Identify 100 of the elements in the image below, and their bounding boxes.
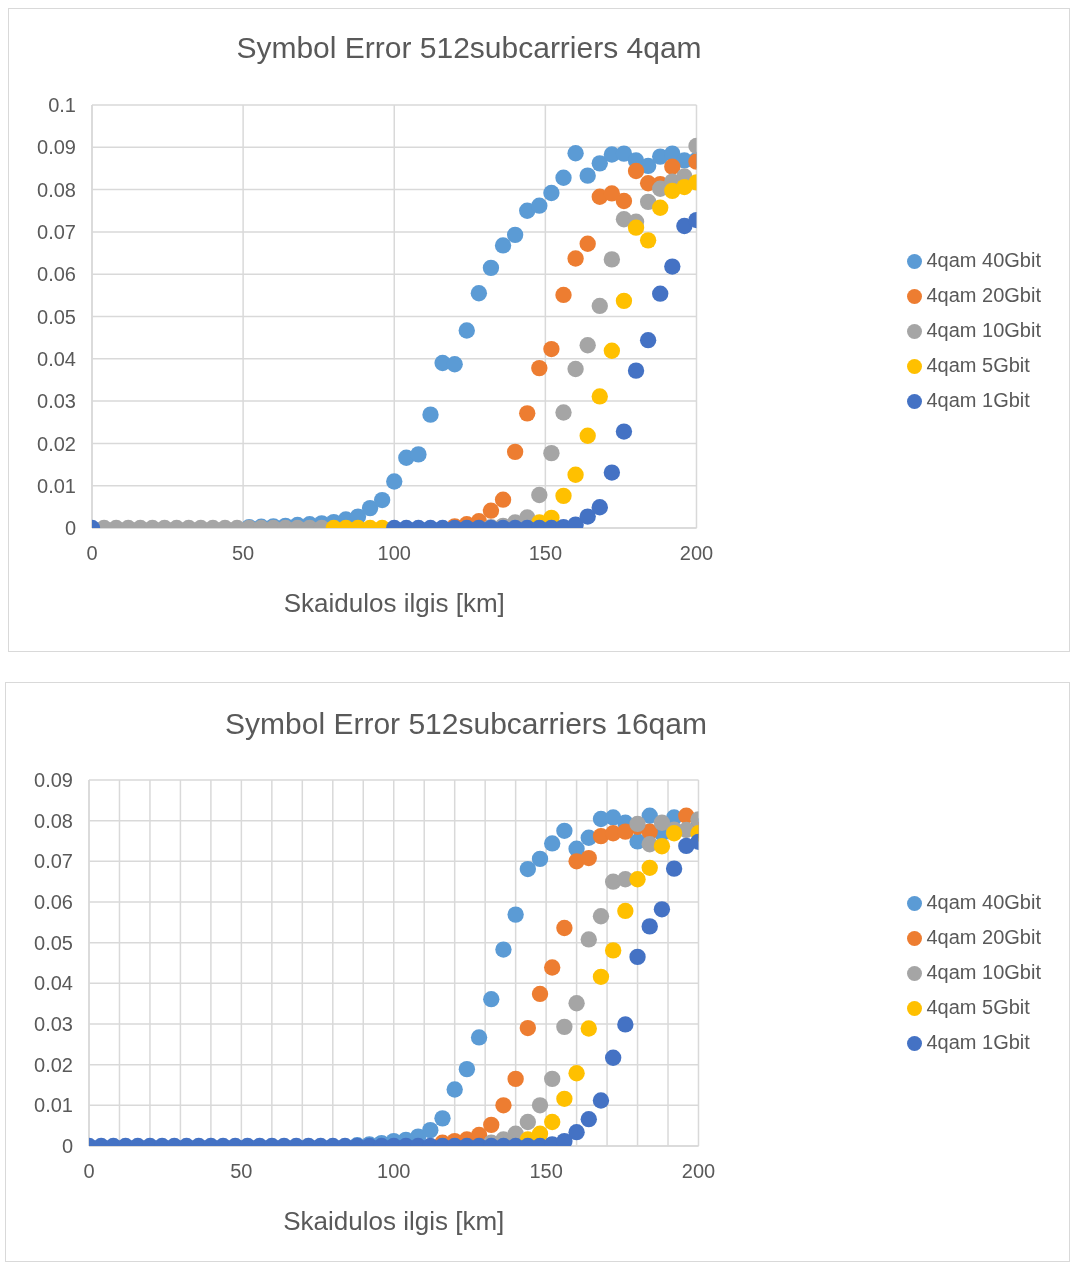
legend-label: 4qam 10Gbit	[926, 960, 1041, 983]
y-tick-label: 0.06	[37, 263, 76, 286]
point	[506, 226, 524, 244]
point	[494, 237, 512, 254]
point	[580, 849, 597, 867]
point	[615, 145, 633, 162]
y-tick-label: 0.09	[37, 136, 76, 159]
point	[544, 835, 561, 852]
point	[653, 814, 671, 831]
point	[627, 162, 645, 180]
point	[604, 942, 622, 959]
point	[653, 838, 671, 855]
point	[664, 258, 681, 275]
point	[543, 340, 560, 358]
point	[639, 332, 657, 349]
point	[567, 145, 584, 162]
point	[495, 941, 512, 958]
point	[617, 902, 634, 920]
point	[519, 860, 536, 878]
legend-label: 4qam 1Gbit	[926, 1030, 1030, 1053]
point	[603, 342, 621, 359]
point	[603, 185, 621, 202]
point	[653, 901, 671, 918]
point	[458, 322, 475, 339]
point	[579, 167, 596, 184]
point	[543, 184, 560, 202]
legend-label: 4qam 20Gbit	[926, 283, 1041, 306]
point	[580, 931, 597, 948]
y-tick-label: 0.04	[34, 972, 73, 995]
y-tick-label: 0.1	[48, 94, 76, 117]
y-tick-label: 0.02	[34, 1053, 73, 1076]
point	[603, 251, 621, 268]
y-tick-label: 0.07	[37, 221, 76, 243]
point	[652, 285, 669, 302]
y-tick-label: 0	[64, 517, 76, 540]
point	[531, 359, 548, 377]
point	[579, 235, 596, 252]
y-tick-label: 0.07	[34, 850, 73, 873]
y-tick-label: 0.03	[37, 390, 76, 413]
point	[579, 337, 596, 354]
point	[555, 286, 572, 304]
y-tick-label: 0	[61, 1135, 73, 1158]
point	[482, 259, 500, 277]
y-tick-label: 0.03	[34, 1013, 73, 1036]
x-tick-label: 50	[230, 1160, 253, 1183]
point	[591, 155, 608, 172]
point	[615, 192, 633, 210]
point	[629, 871, 646, 888]
x-tick-label: 150	[529, 1160, 563, 1183]
legend-label: 4qam 10Gbit	[926, 318, 1041, 341]
point	[665, 860, 683, 877]
x-tick-label: 150	[528, 542, 563, 565]
point	[531, 197, 548, 214]
point	[652, 199, 669, 216]
y-tick-label: 0.02	[37, 432, 76, 455]
x-axis-title: Skaidulos ilgis [km]	[283, 1206, 505, 1236]
x-tick-label: 200	[679, 542, 714, 565]
y-tick-label: 0.05	[37, 305, 76, 328]
point	[627, 219, 645, 236]
y-tick-label: 0.01	[37, 474, 76, 497]
y-tick-label: 0.05	[34, 931, 73, 954]
point	[544, 959, 561, 976]
point	[639, 193, 657, 211]
point	[556, 822, 573, 839]
point	[615, 292, 633, 310]
legend-label: 4qam 5Gbit	[926, 995, 1030, 1018]
chart-title: Symbol Error 512subcarriers 16qam	[224, 707, 708, 741]
point	[470, 285, 488, 302]
x-tick-label: 50	[232, 542, 255, 565]
legend-label: 4qam 1Gbit	[926, 388, 1030, 411]
point	[627, 362, 645, 379]
point	[531, 850, 549, 868]
y-tick-label: 0.08	[37, 178, 76, 201]
x-tick-label: 200	[681, 1160, 716, 1183]
x-tick-label: 100	[377, 542, 411, 565]
y-tick-label: 0.06	[34, 891, 73, 914]
point	[556, 919, 573, 937]
point	[676, 217, 693, 235]
point	[629, 948, 646, 966]
point	[641, 918, 658, 935]
point	[555, 169, 572, 186]
y-tick-label: 0.01	[34, 1094, 73, 1117]
x-axis-title: Skaidulos ilgis [km]	[283, 588, 505, 618]
x-tick-label: 100	[377, 1160, 411, 1183]
point	[592, 908, 610, 925]
point	[639, 232, 657, 249]
chart-title: Symbol Error 512subcarriers 4qam	[235, 31, 703, 65]
y-tick-label: 0.09	[34, 769, 73, 792]
y-tick-label: 0.04	[37, 347, 76, 370]
point	[665, 825, 683, 842]
y-tick-label: 0.08	[34, 809, 73, 832]
legend-label: 4qam 20Gbit	[926, 925, 1041, 948]
legend-label: 4qam 40Gbit	[926, 248, 1041, 271]
point	[507, 906, 524, 923]
x-tick-label: 0	[83, 1160, 95, 1183]
point	[664, 158, 681, 175]
point	[592, 968, 610, 985]
point	[641, 859, 658, 876]
point	[567, 250, 584, 267]
x-tick-label: 0	[86, 542, 98, 565]
